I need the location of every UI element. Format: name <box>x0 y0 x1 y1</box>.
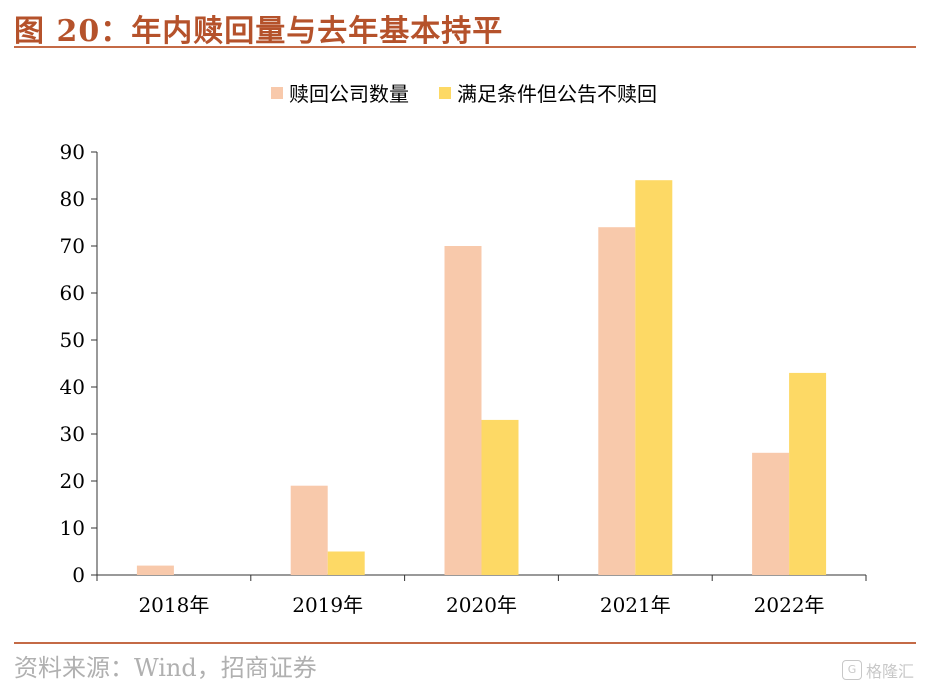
y-tick-label: 30 <box>60 422 85 446</box>
source-divider <box>14 642 916 644</box>
title-divider <box>14 46 916 48</box>
x-tick-label: 2018年 <box>138 593 209 617</box>
source-note: 资料来源：Wind，招商证券 <box>14 654 317 682</box>
y-tick-label: 20 <box>60 469 85 493</box>
x-tick-label: 2021年 <box>600 593 671 617</box>
watermark-text: 格隆汇 <box>865 662 914 681</box>
legend-label-not-redeemed: 满足条件但公告不赎回 <box>457 82 657 106</box>
figure-title: 图 20：年内赎回量与去年基本持平 <box>14 14 504 49</box>
legend-swatch-not-redeemed <box>439 86 451 99</box>
y-tick-label: 80 <box>60 187 85 211</box>
y-tick-label: 10 <box>60 516 85 540</box>
bar-redeemed <box>290 485 328 575</box>
y-tick-label: 40 <box>60 375 85 399</box>
y-tick-label: 90 <box>60 140 85 164</box>
chart-legend: 赎回公司数量 满足条件但公告不赎回 <box>0 78 928 107</box>
watermark: G 格隆汇 <box>841 658 914 682</box>
legend-item-redeemed: 赎回公司数量 <box>271 78 409 107</box>
y-tick-label: 70 <box>60 234 85 258</box>
bar-redeemed <box>444 246 482 575</box>
legend-swatch-redeemed <box>271 86 283 99</box>
bar-not-redeemed <box>789 372 827 575</box>
y-tick-label: 0 <box>72 563 85 587</box>
y-tick-label: 50 <box>60 328 85 352</box>
bar-not-redeemed <box>327 551 365 575</box>
legend-label-redeemed: 赎回公司数量 <box>289 82 409 106</box>
legend-item-not-redeemed: 满足条件但公告不赎回 <box>439 78 657 107</box>
bar-not-redeemed <box>635 180 673 575</box>
x-tick-label: 2020年 <box>446 593 517 617</box>
y-tick-label: 60 <box>60 281 85 305</box>
watermark-logo-icon: G <box>841 660 862 680</box>
bar-not-redeemed <box>481 419 519 575</box>
bar-redeemed <box>136 565 174 575</box>
x-tick-label: 2022年 <box>754 593 825 617</box>
x-tick-label: 2019年 <box>292 593 363 617</box>
bar-redeemed <box>598 227 636 575</box>
bar-redeemed <box>752 452 790 575</box>
